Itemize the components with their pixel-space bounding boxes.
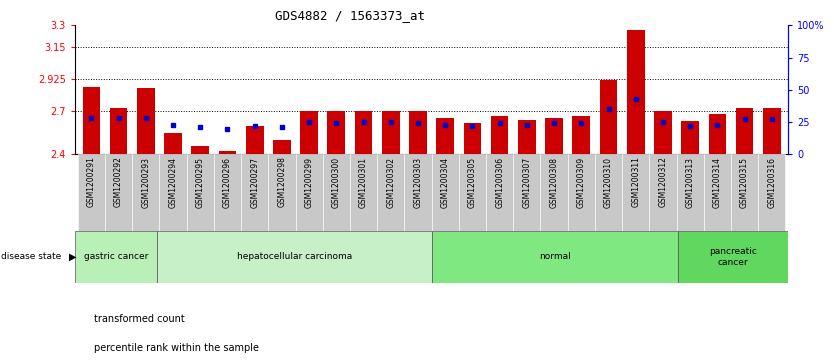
Text: GSM1200314: GSM1200314 bbox=[713, 156, 722, 208]
Bar bbox=[654, 111, 671, 154]
Bar bbox=[110, 109, 128, 154]
Bar bbox=[540, 154, 568, 231]
Text: GSM1200299: GSM1200299 bbox=[304, 156, 314, 208]
Bar bbox=[627, 30, 645, 154]
Bar bbox=[763, 109, 781, 154]
Text: pancreatic
cancer: pancreatic cancer bbox=[710, 247, 757, 266]
Text: GSM1200308: GSM1200308 bbox=[550, 156, 559, 208]
Bar bbox=[572, 115, 590, 154]
Text: GSM1200309: GSM1200309 bbox=[577, 156, 585, 208]
Bar bbox=[273, 140, 291, 154]
Bar bbox=[83, 87, 100, 154]
Text: GSM1200306: GSM1200306 bbox=[495, 156, 504, 208]
Text: GDS4882 / 1563373_at: GDS4882 / 1563373_at bbox=[275, 9, 425, 22]
Bar bbox=[568, 154, 595, 231]
Bar bbox=[300, 111, 318, 154]
Bar bbox=[736, 109, 753, 154]
Bar bbox=[545, 118, 563, 154]
Bar bbox=[490, 115, 509, 154]
Bar bbox=[295, 154, 323, 231]
Bar bbox=[105, 154, 133, 231]
Bar bbox=[459, 154, 486, 231]
Text: GSM1200297: GSM1200297 bbox=[250, 156, 259, 208]
Text: GSM1200296: GSM1200296 bbox=[223, 156, 232, 208]
Text: percentile rank within the sample: percentile rank within the sample bbox=[94, 343, 259, 354]
Text: GSM1200300: GSM1200300 bbox=[332, 156, 341, 208]
Bar bbox=[158, 231, 432, 283]
Bar bbox=[328, 111, 345, 154]
Bar bbox=[709, 114, 726, 154]
Bar bbox=[409, 111, 427, 154]
Text: GSM1200293: GSM1200293 bbox=[141, 156, 150, 208]
Bar bbox=[382, 111, 399, 154]
Text: GSM1200291: GSM1200291 bbox=[87, 156, 96, 207]
Bar bbox=[164, 133, 182, 154]
Bar bbox=[758, 154, 786, 231]
Bar bbox=[323, 154, 350, 231]
Bar bbox=[187, 154, 214, 231]
Bar bbox=[75, 231, 158, 283]
Bar bbox=[731, 154, 758, 231]
Bar bbox=[137, 89, 154, 154]
Bar bbox=[159, 154, 187, 231]
Text: GSM1200292: GSM1200292 bbox=[114, 156, 123, 207]
Text: ▶: ▶ bbox=[69, 252, 77, 262]
Text: GSM1200311: GSM1200311 bbox=[631, 156, 641, 207]
Text: hepatocellular carcinoma: hepatocellular carcinoma bbox=[237, 252, 352, 261]
Text: GSM1200298: GSM1200298 bbox=[278, 156, 286, 207]
Text: GSM1200310: GSM1200310 bbox=[604, 156, 613, 208]
Bar bbox=[377, 154, 404, 231]
Bar bbox=[431, 154, 459, 231]
Bar bbox=[600, 80, 617, 154]
Text: GSM1200312: GSM1200312 bbox=[658, 156, 667, 207]
Text: GSM1200305: GSM1200305 bbox=[468, 156, 477, 208]
Text: GSM1200307: GSM1200307 bbox=[522, 156, 531, 208]
Bar bbox=[133, 154, 159, 231]
Bar bbox=[676, 154, 704, 231]
Text: GSM1200302: GSM1200302 bbox=[386, 156, 395, 208]
Text: gastric cancer: gastric cancer bbox=[84, 252, 148, 261]
Text: GSM1200301: GSM1200301 bbox=[359, 156, 368, 208]
Bar bbox=[432, 231, 678, 283]
Bar bbox=[241, 154, 269, 231]
Bar bbox=[595, 154, 622, 231]
Text: transformed count: transformed count bbox=[94, 314, 185, 325]
Text: GSM1200316: GSM1200316 bbox=[767, 156, 776, 208]
Bar bbox=[704, 154, 731, 231]
Bar bbox=[464, 123, 481, 154]
Bar bbox=[678, 231, 788, 283]
Text: GSM1200313: GSM1200313 bbox=[686, 156, 695, 208]
Text: disease state: disease state bbox=[1, 252, 67, 261]
Text: normal: normal bbox=[539, 252, 571, 261]
Bar bbox=[681, 121, 699, 154]
Bar bbox=[650, 154, 676, 231]
Bar bbox=[78, 154, 105, 231]
Text: GSM1200303: GSM1200303 bbox=[414, 156, 423, 208]
Bar bbox=[513, 154, 540, 231]
Bar bbox=[354, 111, 373, 154]
Bar bbox=[269, 154, 295, 231]
Text: GSM1200304: GSM1200304 bbox=[440, 156, 450, 208]
Bar bbox=[486, 154, 513, 231]
Bar bbox=[350, 154, 377, 231]
Bar bbox=[518, 120, 535, 154]
Bar bbox=[219, 151, 236, 154]
Bar bbox=[436, 118, 454, 154]
Bar bbox=[404, 154, 431, 231]
Bar bbox=[246, 126, 264, 154]
Bar bbox=[192, 146, 209, 154]
Text: GSM1200294: GSM1200294 bbox=[168, 156, 178, 208]
Bar bbox=[214, 154, 241, 231]
Text: GSM1200315: GSM1200315 bbox=[740, 156, 749, 208]
Bar bbox=[622, 154, 650, 231]
Text: GSM1200295: GSM1200295 bbox=[196, 156, 205, 208]
